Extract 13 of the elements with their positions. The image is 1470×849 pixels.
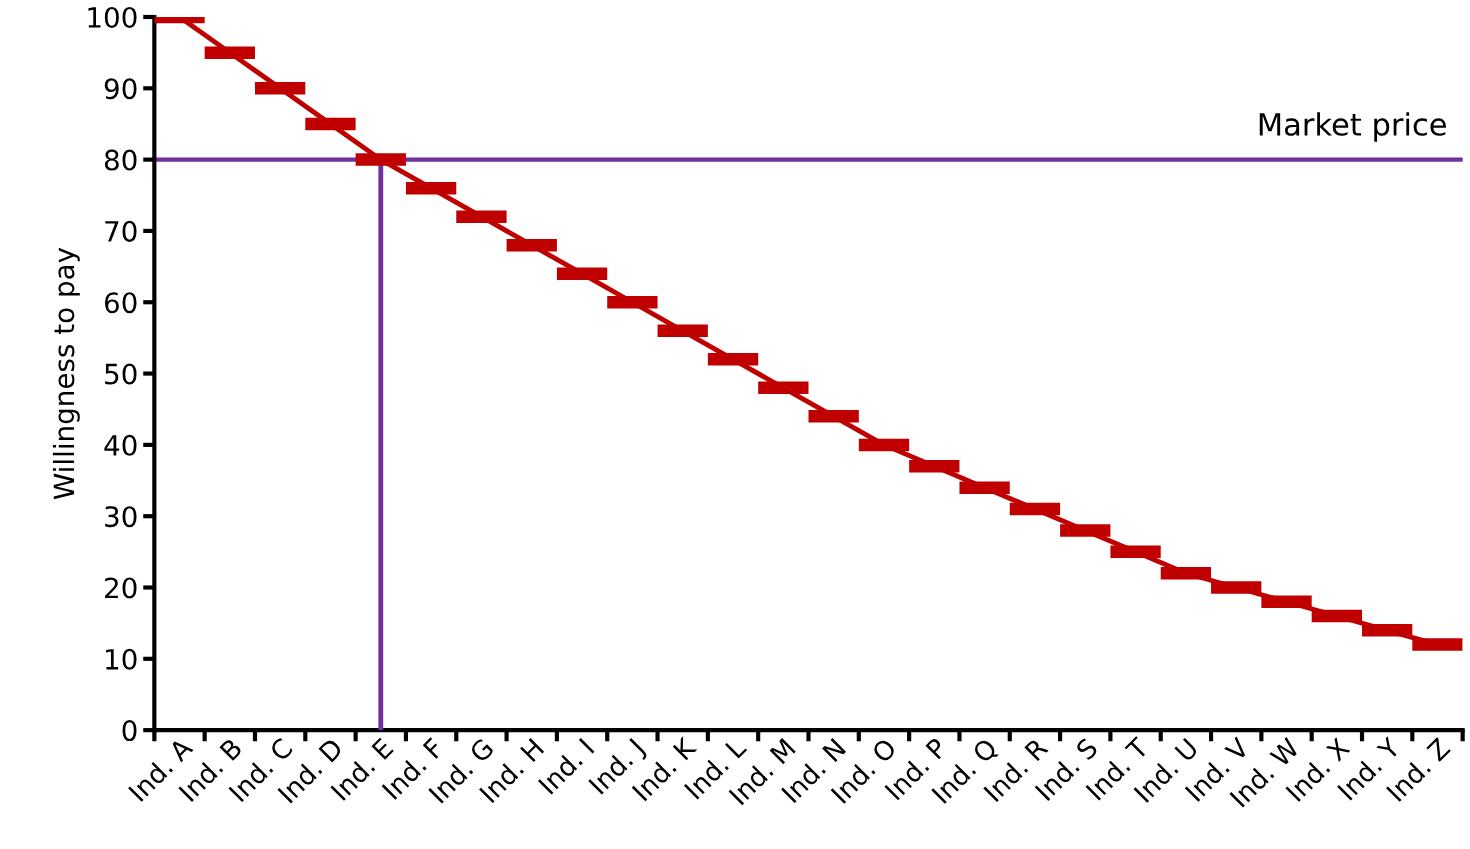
y-tick-label: 70 <box>105 220 137 242</box>
y-tick-label: 50 <box>105 363 137 385</box>
y-tick-label: 60 <box>104 292 137 314</box>
y-tick-label: 90 <box>104 78 137 100</box>
y-tick-label: 0 <box>122 720 137 742</box>
y-tick-label: 100 <box>88 6 137 28</box>
y-tick-label: 10 <box>106 648 137 670</box>
y-tick-label: 40 <box>104 434 137 456</box>
y-axis-title: Willingness to pay <box>52 247 80 500</box>
y-tick-label: 20 <box>105 577 137 599</box>
y-tick-label: 30 <box>105 506 137 528</box>
y-tick-label: 80 <box>104 149 137 171</box>
ref-line-label: Market price <box>1259 112 1446 142</box>
